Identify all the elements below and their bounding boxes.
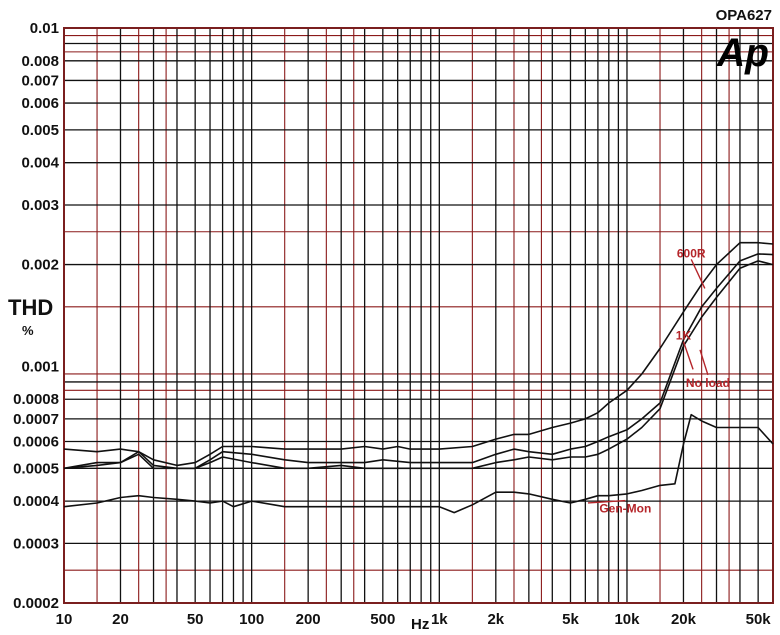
x-tick-label: 10k xyxy=(614,611,640,628)
ap-logo: Ap xyxy=(716,31,769,75)
annotation-layer: 600R 1K No load Gen-Mon xyxy=(587,246,730,516)
y-tick-label: 0.007 xyxy=(21,72,59,89)
y-tick-label: 0.006 xyxy=(21,95,59,112)
x-tick-labels: 10 20 50 100 200 500 1k 2k 5k 10k 20k 50k xyxy=(56,611,772,628)
y-tick-labels: 0.01 0.008 0.007 0.006 0.005 0.004 0.003 0.002 0… xyxy=(13,20,60,612)
y-tick-label: 0.0005 xyxy=(13,460,59,477)
y-tick-label: 0.002 xyxy=(21,257,59,274)
plot-frame xyxy=(63,27,774,604)
x-tick-label: 50 xyxy=(187,611,204,628)
x-axis-unit: Hz xyxy=(411,616,429,633)
y-tick-label: 0.003 xyxy=(21,197,59,214)
chart-title: OPA627 xyxy=(716,7,772,24)
annotation-leader-600r xyxy=(690,259,706,289)
x-tick-label: 1k xyxy=(431,611,448,628)
series-layer xyxy=(63,241,774,514)
y-axis-unit: % xyxy=(22,323,34,338)
series-line-1k xyxy=(63,253,774,470)
y-tick-label: 0.0008 xyxy=(13,391,59,408)
annotation-leader-gen-mon xyxy=(587,499,626,504)
y-tick-label: 0.0002 xyxy=(13,595,59,612)
x-tick-label: 100 xyxy=(239,611,264,628)
y-axis-label: THD xyxy=(8,295,53,320)
x-tick-label: 500 xyxy=(370,611,395,628)
series-line-no-load xyxy=(63,260,774,470)
y-tick-label: 0.0003 xyxy=(13,535,59,552)
y-tick-label: 0.0006 xyxy=(13,434,59,451)
y-tick-label: 0.0007 xyxy=(13,411,59,428)
minor-grid-red xyxy=(64,28,773,603)
x-tick-label: 20 xyxy=(112,611,129,628)
x-tick-label: 50k xyxy=(746,611,772,628)
series-line-gen-mon xyxy=(63,413,774,514)
y-tick-label: 0.001 xyxy=(21,358,59,375)
annotation-gen-mon: Gen-Mon xyxy=(599,502,651,516)
y-tick-label: 0.008 xyxy=(21,53,59,70)
y-tick-label: 0.004 xyxy=(21,155,59,172)
annotation-leader-no-load xyxy=(699,349,709,376)
series-line-600r xyxy=(63,241,774,467)
x-tick-label: 200 xyxy=(296,611,321,628)
x-tick-label: 20k xyxy=(671,611,697,628)
annotation-1k: 1K xyxy=(676,329,692,343)
y-tick-label: 0.0004 xyxy=(13,493,60,510)
x-tick-label: 5k xyxy=(562,611,579,628)
x-tick-label: 2k xyxy=(487,611,504,628)
x-tick-label: 10 xyxy=(56,611,73,628)
y-tick-label: 0.005 xyxy=(21,122,59,139)
annotation-leader-1k xyxy=(682,341,694,370)
major-grid xyxy=(63,28,773,603)
y-tick-label: 0.01 xyxy=(30,20,59,37)
annotation-no-load: No load xyxy=(686,376,730,390)
annotation-600r: 600R xyxy=(677,246,706,260)
